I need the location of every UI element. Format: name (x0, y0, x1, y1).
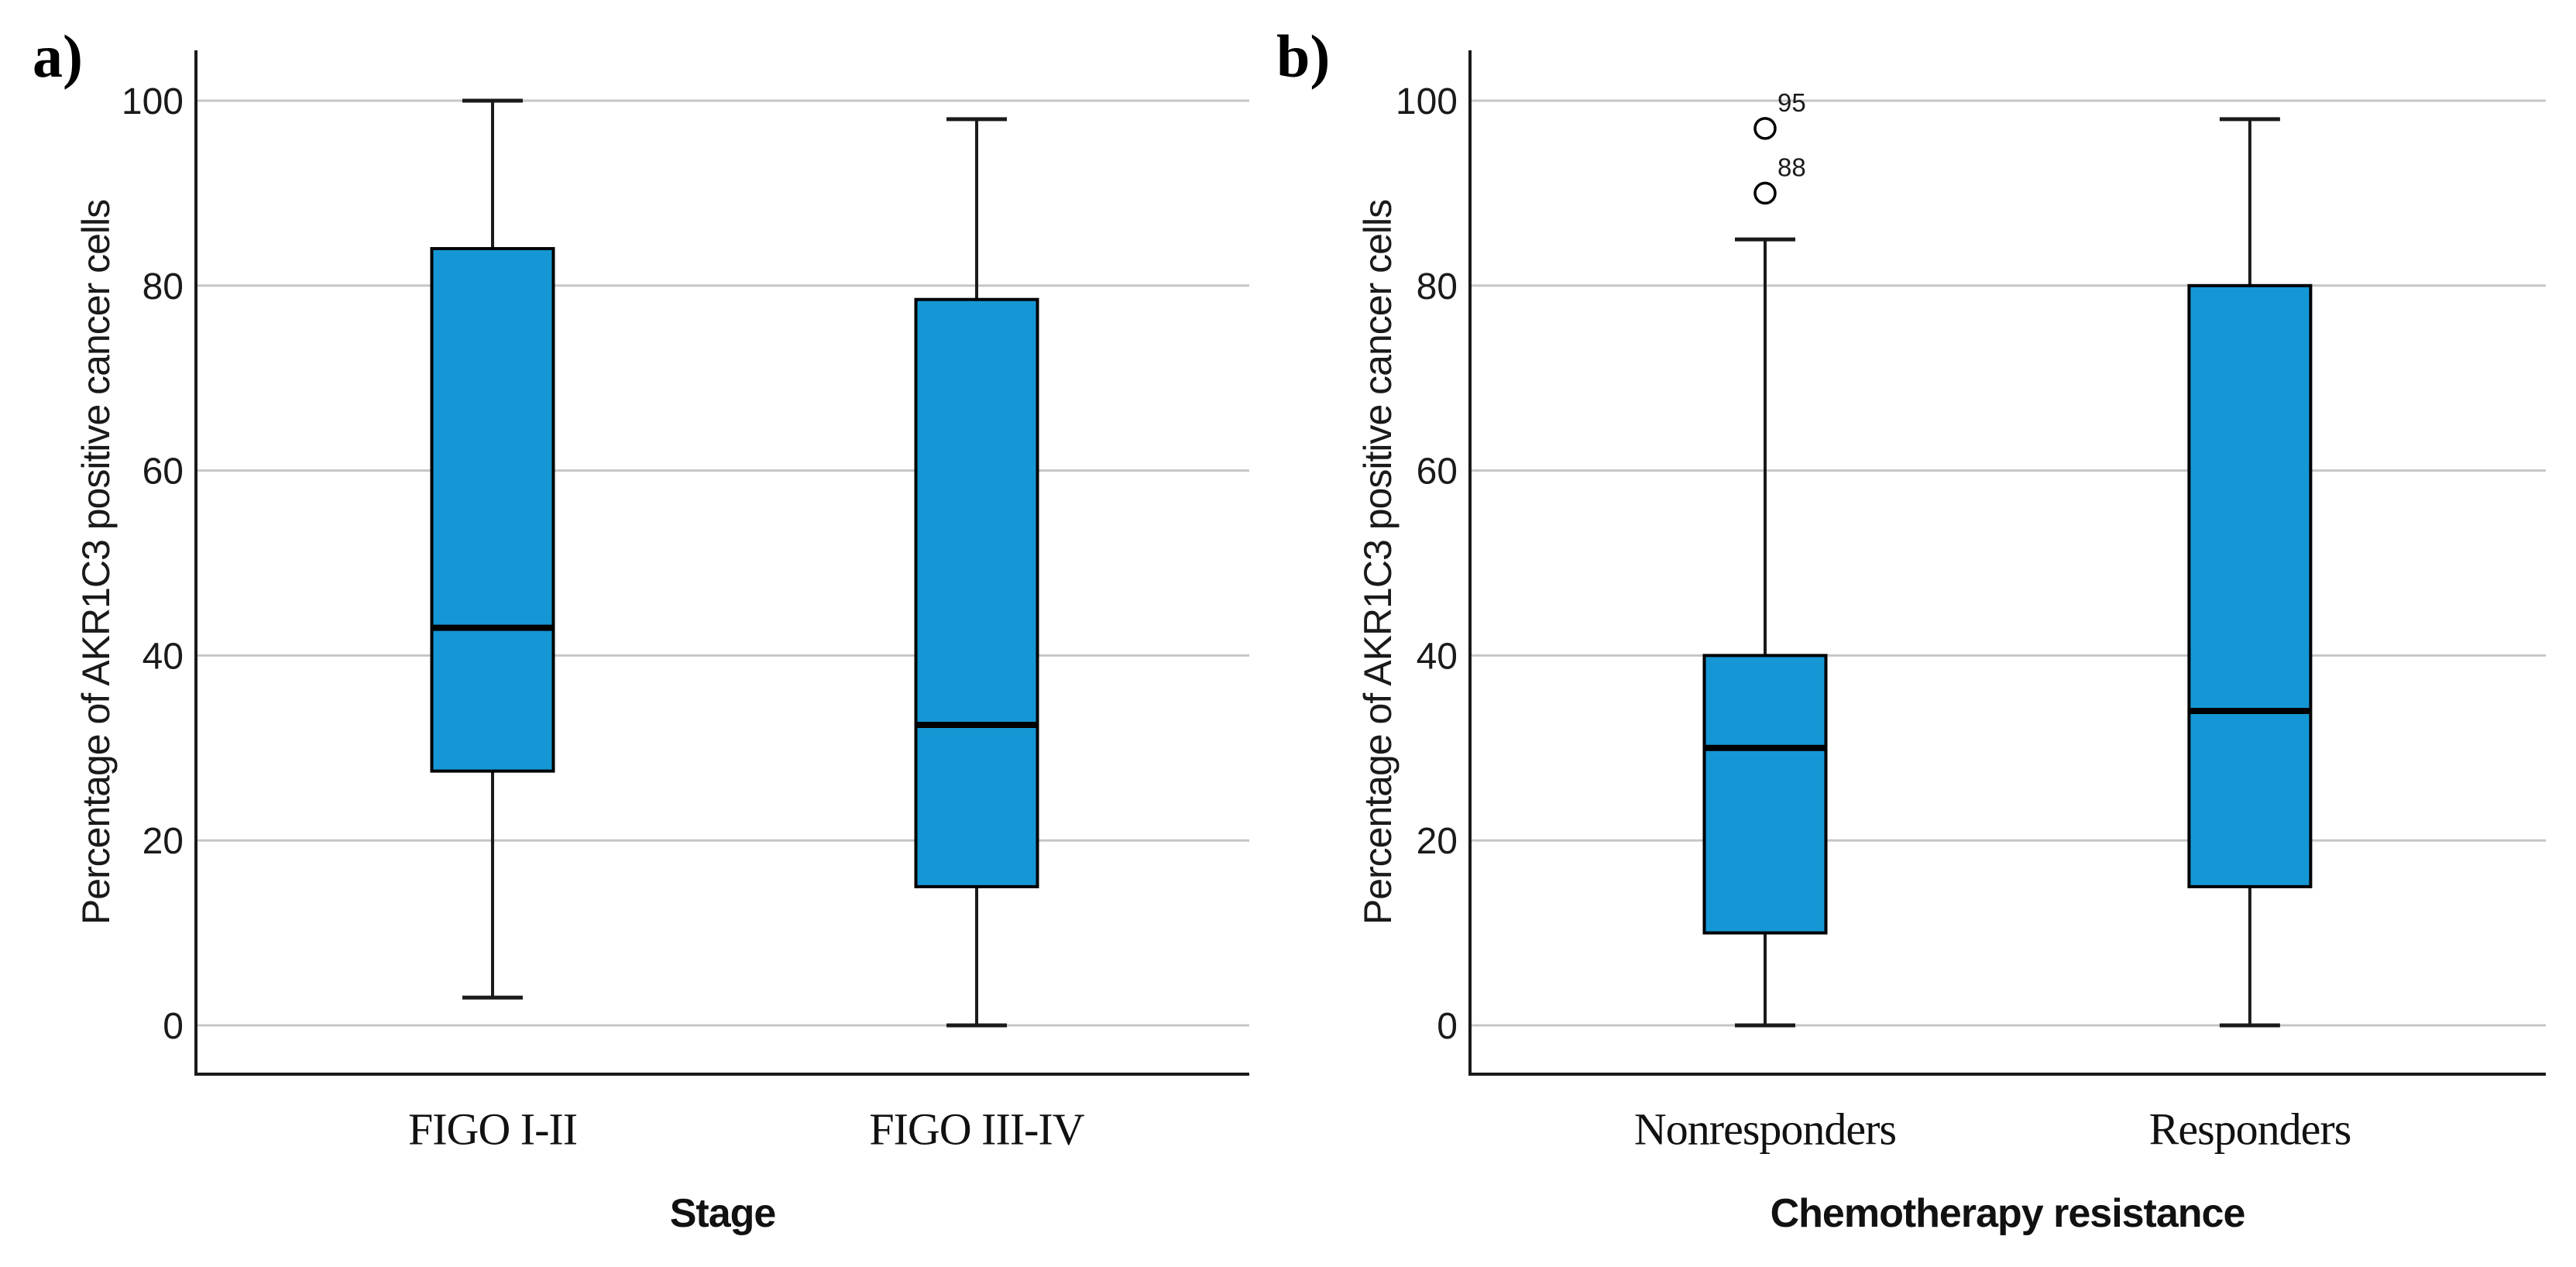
y-tick-label-0: 0 (1437, 1006, 1458, 1047)
outlier-point (1753, 117, 1777, 140)
y-tick-label-100: 100 (122, 81, 184, 122)
y-tick-label-60: 60 (143, 452, 184, 493)
y-tick-label-80: 80 (143, 266, 184, 307)
panel-a-category-figo-1-2: FIGO I-II (407, 1104, 578, 1155)
y-tick-label-100: 100 (1396, 81, 1458, 122)
y-tick-label-20: 20 (143, 821, 184, 862)
panel-a-label: a) (33, 22, 83, 90)
panel-a-y-axis-title: Percentage of AKR1C3 positive cancer cel… (74, 199, 118, 925)
box-Nonresponders (1702, 654, 1828, 935)
panel-b-label: b) (1276, 22, 1331, 90)
panel-b-y-axis-title: Percentage of AKR1C3 positive cancer cel… (1356, 199, 1400, 925)
box-FIGO III-IV (914, 297, 1039, 888)
outlier-label: 95 (1777, 88, 1806, 117)
panel-b-x-axis-title: Chemotherapy resistance (1770, 1191, 2246, 1236)
box-FIGO I-II (430, 247, 555, 773)
panel-b-category-responders: Responders (2148, 1104, 2352, 1155)
outlier-label: 88 (1777, 153, 1806, 181)
panel-a-x-axis-title: Stage (669, 1191, 777, 1236)
y-tick-label-0: 0 (163, 1006, 184, 1047)
y-tick-label-40: 40 (143, 636, 184, 677)
y-tick-label-80: 80 (1417, 266, 1458, 307)
y-tick-label-40: 40 (1417, 636, 1458, 677)
box-Responders (2187, 283, 2313, 888)
outlier-point (1753, 181, 1777, 205)
panel-a-category-figo-3-4: FIGO III-IV (869, 1104, 1084, 1155)
y-tick-label-60: 60 (1417, 452, 1458, 493)
panel-b-category-nonresponders: Nonresponders (1633, 1104, 1897, 1155)
y-tick-label-20: 20 (1417, 821, 1458, 862)
